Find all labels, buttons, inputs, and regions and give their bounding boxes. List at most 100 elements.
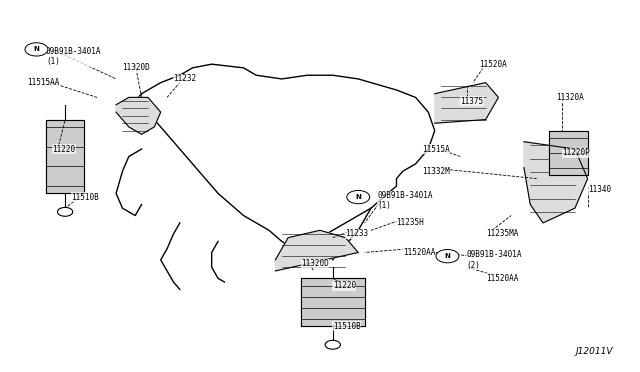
Point bbox=[303, 258, 311, 262]
Point bbox=[310, 269, 317, 273]
Line: 2 pts: 2 pts bbox=[365, 249, 409, 253]
Line: 2 pts: 2 pts bbox=[333, 278, 339, 282]
Line: 2 pts: 2 pts bbox=[135, 64, 141, 97]
Point bbox=[329, 324, 337, 328]
Line: 2 pts: 2 pts bbox=[492, 215, 511, 230]
Line: 2 pts: 2 pts bbox=[428, 167, 537, 179]
Point bbox=[61, 117, 69, 122]
Line: 2 pts: 2 pts bbox=[428, 145, 460, 157]
Circle shape bbox=[436, 250, 459, 263]
Point bbox=[329, 324, 337, 328]
Point bbox=[463, 84, 470, 89]
Polygon shape bbox=[301, 278, 365, 326]
Text: 11235MA: 11235MA bbox=[486, 230, 518, 238]
Text: N: N bbox=[355, 194, 361, 200]
Point bbox=[399, 217, 406, 221]
Point bbox=[55, 143, 63, 148]
Circle shape bbox=[347, 190, 370, 204]
Polygon shape bbox=[524, 142, 588, 223]
Line: 2 pts: 2 pts bbox=[333, 230, 352, 238]
Point bbox=[163, 95, 171, 100]
Text: 11220P: 11220P bbox=[562, 148, 590, 157]
Text: 09B91B-3401A
(1): 09B91B-3401A (1) bbox=[46, 47, 102, 67]
Point bbox=[558, 92, 566, 96]
Point bbox=[463, 265, 470, 269]
Text: 09B91B-3401A
(2): 09B91B-3401A (2) bbox=[467, 250, 522, 270]
Text: 11520AA: 11520AA bbox=[486, 274, 518, 283]
Point bbox=[329, 235, 337, 240]
Point bbox=[61, 103, 69, 107]
Text: 11515A: 11515A bbox=[422, 145, 450, 154]
Line: 2 pts: 2 pts bbox=[52, 49, 116, 79]
Text: 11233: 11233 bbox=[346, 230, 369, 238]
Polygon shape bbox=[435, 83, 499, 123]
Line: 2 pts: 2 pts bbox=[467, 267, 492, 275]
Point bbox=[112, 77, 120, 81]
Text: N: N bbox=[33, 46, 40, 52]
Point bbox=[482, 62, 490, 66]
Point bbox=[329, 339, 337, 343]
Circle shape bbox=[25, 43, 48, 56]
Circle shape bbox=[325, 340, 340, 349]
Point bbox=[36, 77, 44, 81]
Point bbox=[61, 206, 69, 211]
Point bbox=[361, 250, 369, 255]
Point bbox=[329, 265, 337, 269]
Point bbox=[488, 228, 496, 232]
Text: 11320A: 11320A bbox=[556, 93, 584, 102]
Text: 11375: 11375 bbox=[460, 97, 483, 106]
Point bbox=[431, 250, 438, 255]
Point bbox=[424, 143, 432, 148]
Line: 2 pts: 2 pts bbox=[333, 323, 339, 326]
Point bbox=[61, 117, 69, 122]
Point bbox=[182, 73, 190, 77]
Line: 2 pts: 2 pts bbox=[371, 219, 403, 230]
Point bbox=[558, 147, 566, 151]
Point bbox=[488, 272, 496, 277]
Point bbox=[131, 62, 139, 66]
Text: 11340: 11340 bbox=[588, 185, 611, 194]
Circle shape bbox=[58, 208, 73, 216]
Text: 11332M: 11332M bbox=[422, 167, 450, 176]
Text: 11510B: 11510B bbox=[333, 322, 360, 331]
Point bbox=[329, 276, 337, 280]
Point bbox=[138, 95, 145, 100]
Text: J12011V: J12011V bbox=[575, 347, 613, 356]
Point bbox=[508, 213, 515, 218]
Point bbox=[456, 154, 464, 159]
Point bbox=[49, 47, 56, 52]
Line: 2 pts: 2 pts bbox=[167, 75, 186, 97]
Polygon shape bbox=[46, 119, 84, 193]
Text: 11220: 11220 bbox=[333, 281, 356, 290]
Text: 11520A: 11520A bbox=[479, 60, 507, 69]
Point bbox=[380, 195, 388, 199]
Polygon shape bbox=[116, 97, 161, 134]
Line: 2 pts: 2 pts bbox=[307, 260, 314, 271]
Point bbox=[584, 147, 591, 151]
Polygon shape bbox=[275, 230, 358, 271]
Text: 09B91B-3401A
(1): 09B91B-3401A (1) bbox=[378, 191, 433, 211]
Point bbox=[93, 95, 101, 100]
Line: 2 pts: 2 pts bbox=[435, 253, 473, 256]
Point bbox=[469, 254, 477, 259]
Point bbox=[361, 221, 369, 225]
Line: 2 pts: 2 pts bbox=[65, 193, 84, 208]
Text: 11520AA: 11520AA bbox=[403, 248, 435, 257]
Text: 11515AA: 11515AA bbox=[27, 78, 60, 87]
Text: N: N bbox=[445, 253, 451, 259]
Point bbox=[533, 176, 541, 181]
Point bbox=[405, 247, 413, 251]
Line: 2 pts: 2 pts bbox=[473, 64, 486, 83]
Point bbox=[61, 191, 69, 196]
Point bbox=[584, 184, 591, 188]
Line: 2 pts: 2 pts bbox=[40, 79, 97, 97]
Text: 11232: 11232 bbox=[173, 74, 196, 83]
Point bbox=[329, 276, 337, 280]
Line: 2 pts: 2 pts bbox=[365, 197, 384, 223]
Text: 11235H: 11235H bbox=[396, 218, 424, 227]
Point bbox=[584, 206, 591, 211]
Point bbox=[348, 228, 356, 232]
Point bbox=[558, 128, 566, 133]
Text: 11220: 11220 bbox=[52, 145, 76, 154]
Line: 2 pts: 2 pts bbox=[59, 119, 65, 145]
